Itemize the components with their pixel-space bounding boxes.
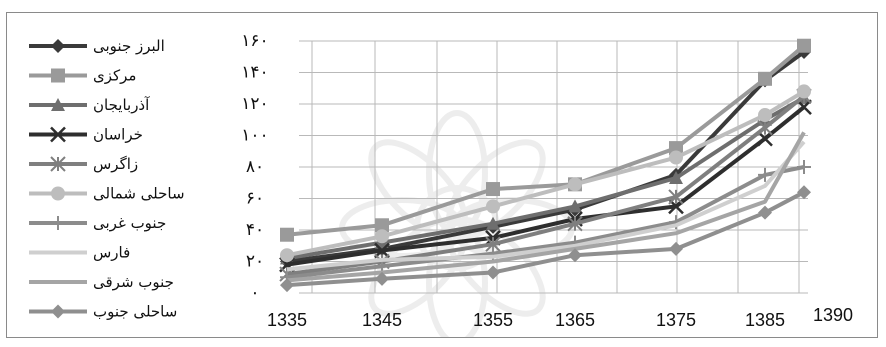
data-point xyxy=(669,150,683,165)
data-point xyxy=(758,108,772,123)
legend-item: آذربایجان xyxy=(29,96,150,114)
chart-legend: البرز جنوبی مرکزی آذربایجان خراسان زاگرس ساحل… xyxy=(29,37,185,321)
data-point xyxy=(375,218,389,233)
data-point xyxy=(568,199,582,213)
data-point xyxy=(796,99,812,116)
legend-marker xyxy=(51,216,65,230)
legend-item: جنوب غربی xyxy=(29,214,166,232)
y-tick-label: ۶۰ xyxy=(246,189,264,209)
legend-item: مرکزی xyxy=(29,67,136,85)
legend-label: فارس xyxy=(93,244,130,262)
data-point xyxy=(375,229,389,244)
legend-label: مرکزی xyxy=(93,67,136,85)
data-point xyxy=(669,171,683,185)
y-tick-label: ۱۰۰ xyxy=(241,126,268,146)
y-axis-ticks: ۰ ۲۰ ۴۰ ۶۰ ۸۰ ۱۰۰ ۱۲۰ ۱۴۰ ۱۶۰ xyxy=(241,31,268,303)
legend-item: البرز جنوبی xyxy=(29,37,165,55)
legend-label: آذربایجان xyxy=(93,96,150,114)
y-tick-label: ۴۰ xyxy=(246,220,264,240)
legend-item: جنوب شرقی xyxy=(29,273,174,291)
data-point xyxy=(280,248,294,263)
legend-label: زاگرس xyxy=(93,155,138,173)
data-point xyxy=(280,227,294,242)
data-point xyxy=(758,71,772,86)
series-7 xyxy=(280,160,811,285)
data-point xyxy=(486,199,500,214)
data-point xyxy=(758,205,772,220)
legend-marker xyxy=(51,98,65,111)
series-line xyxy=(286,140,806,272)
data-point xyxy=(797,185,811,200)
data-point xyxy=(280,278,294,293)
legend-marker xyxy=(50,156,66,172)
legend-label: جنوب غربی xyxy=(93,214,166,232)
data-point xyxy=(758,167,772,182)
x-axis-ticks: 1335 1345 1355 1365 1375 1385 1390 xyxy=(267,305,853,330)
legend-item: ساحلی جنوب xyxy=(29,303,177,321)
y-tick-label: ۱۲۰ xyxy=(241,94,268,114)
legend-marker xyxy=(51,39,65,53)
legend-item: فارس xyxy=(29,244,130,262)
chart-series xyxy=(279,38,812,293)
data-point xyxy=(486,182,500,197)
legend-label: جنوب شرقی xyxy=(93,273,174,291)
x-tick-label: 1375 xyxy=(656,310,696,330)
data-point xyxy=(669,241,683,256)
legend-label: ساحلی جنوب xyxy=(93,303,177,321)
y-tick-label: ۱۶۰ xyxy=(241,31,268,51)
legend-label: خراسان xyxy=(93,126,143,144)
legend-marker xyxy=(50,126,66,143)
x-tick-label: 1335 xyxy=(267,310,307,330)
data-point xyxy=(486,216,500,230)
y-tick-label: ۰ xyxy=(250,283,259,303)
legend-label: البرز جنوبی xyxy=(93,37,165,55)
x-tick-label: 1390 xyxy=(813,305,853,325)
data-point xyxy=(797,160,811,174)
legend-item: خراسان xyxy=(29,126,143,144)
watermark-petal xyxy=(446,217,546,317)
data-point xyxy=(797,38,811,53)
series-8 xyxy=(286,140,806,272)
x-tick-label: 1365 xyxy=(555,310,595,330)
data-point xyxy=(797,84,811,99)
x-tick-label: 1385 xyxy=(745,310,785,330)
data-point xyxy=(568,177,582,192)
data-point xyxy=(375,271,389,286)
legend-label: ساحلی شمالی xyxy=(93,185,185,203)
data-point xyxy=(567,215,583,232)
x-tick-label: 1345 xyxy=(362,310,402,330)
data-point xyxy=(757,119,773,136)
data-point xyxy=(757,130,773,147)
series-6 xyxy=(280,84,811,263)
y-tick-label: ۸۰ xyxy=(246,157,264,177)
data-point xyxy=(374,242,390,259)
legend-marker xyxy=(51,304,65,319)
y-tick-label: ۱۴۰ xyxy=(241,63,268,83)
legend-item: ساحلی شمالی xyxy=(29,185,185,203)
data-point xyxy=(668,189,684,205)
legend-item: زاگرس xyxy=(29,155,138,173)
data-point xyxy=(486,265,500,280)
series-10 xyxy=(280,185,811,293)
x-tick-label: 1355 xyxy=(473,310,513,330)
y-tick-label: ۲۰ xyxy=(246,252,264,272)
legend-marker xyxy=(51,68,65,83)
data-point xyxy=(568,248,582,263)
legend-marker xyxy=(51,186,65,201)
chart-frame: ۰ ۲۰ ۴۰ ۶۰ ۸۰ ۱۰۰ ۱۲۰ ۱۴۰ ۱۶۰ 1335 1345 1355 1365 13… xyxy=(6,12,878,346)
